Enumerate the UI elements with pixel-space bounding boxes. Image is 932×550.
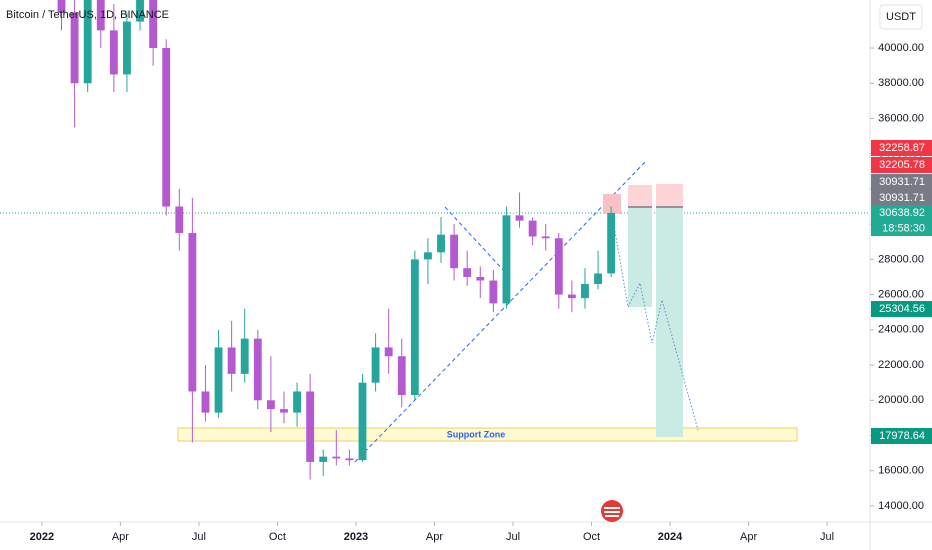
x-tick-label: 2024 xyxy=(658,531,683,543)
y-tick-label: 36000.00 xyxy=(878,112,924,124)
candle-body xyxy=(410,259,419,396)
x-tick-label: Oct xyxy=(583,531,600,543)
price-tag-label: 32258.87 xyxy=(879,142,925,154)
candle-body xyxy=(528,220,537,237)
candle-body xyxy=(136,0,144,22)
price-tag xyxy=(871,205,932,221)
chart-title: Bitcoin / TetherUS, 1D, BINANCE xyxy=(6,9,169,21)
x-tick-label: Jul xyxy=(506,531,520,543)
short-target xyxy=(656,207,683,437)
y-tick-label: 22000.00 xyxy=(878,359,924,371)
price-tag xyxy=(871,157,932,173)
price-tag xyxy=(871,140,932,156)
candle-body xyxy=(175,206,184,233)
candle-body xyxy=(96,0,105,31)
price-tag-label: 17978.64 xyxy=(879,430,925,442)
countdown-tag xyxy=(871,221,932,236)
price-tag xyxy=(871,301,932,317)
candle-body xyxy=(567,294,576,299)
candle-body xyxy=(240,338,249,374)
projection-path xyxy=(611,213,699,431)
candle-body xyxy=(541,236,550,239)
short-risk xyxy=(628,185,652,207)
candle-body xyxy=(345,458,354,461)
candle-body xyxy=(581,284,589,299)
short-risk xyxy=(656,184,683,207)
candle-body xyxy=(149,0,158,48)
y-tick-label: 28000.00 xyxy=(878,253,924,265)
y-tick-label: 14000.00 xyxy=(878,500,924,512)
candle-body xyxy=(424,252,432,260)
y-tick-label: 24000.00 xyxy=(878,324,924,336)
candle-body xyxy=(463,268,472,277)
x-tick-label: Apr xyxy=(740,531,757,543)
candle-body xyxy=(70,12,79,84)
logo-lines xyxy=(604,507,620,517)
price-tag-label: 30638.92 xyxy=(879,207,925,219)
y-tick-label: 38000.00 xyxy=(878,77,924,89)
drawings: Support Zone xyxy=(0,159,870,463)
candle-body xyxy=(293,391,301,413)
support-zone-label: Support Zone xyxy=(447,429,506,439)
y-tick-label: 40000.00 xyxy=(878,42,924,54)
candle-body xyxy=(450,234,459,269)
x-tick-label: 2023 xyxy=(344,531,368,543)
candle-body xyxy=(371,347,380,383)
candle-body xyxy=(476,276,485,281)
price-tag-label: 32205.78 xyxy=(879,159,925,171)
trend-line xyxy=(354,159,648,463)
candle-body xyxy=(266,400,275,410)
price-tag xyxy=(871,174,932,190)
price-tag-label: 30931.71 xyxy=(879,176,925,188)
candle-body xyxy=(515,215,524,221)
candle-body xyxy=(57,0,66,13)
countdown-label: 18:58:30 xyxy=(882,222,925,234)
candle-body xyxy=(162,47,171,207)
currency-box[interactable] xyxy=(879,4,923,30)
candle-body xyxy=(83,0,92,84)
short-target xyxy=(628,207,652,307)
y-tick-label: 20000.00 xyxy=(878,394,924,406)
short-risk xyxy=(603,194,621,214)
candle-body xyxy=(397,356,406,396)
y-tick-label: 16000.00 xyxy=(878,465,924,477)
candle-body xyxy=(214,347,223,413)
price-tag xyxy=(871,190,932,206)
candle-body xyxy=(227,347,236,374)
candle-body xyxy=(123,21,131,75)
x-tick-label: Jul xyxy=(192,531,206,543)
price-tag xyxy=(871,428,932,444)
candles xyxy=(57,0,616,480)
x-tick-label: Jul xyxy=(820,531,834,543)
candle-body xyxy=(502,215,511,304)
candle-body xyxy=(607,212,616,274)
currency[interactable]: USDT xyxy=(886,11,916,23)
x-tick-label: 2022 xyxy=(30,531,54,543)
y-tick-label: 26000.00 xyxy=(878,289,924,301)
price-tag-label: 25304.56 xyxy=(879,303,925,315)
candle-body xyxy=(554,238,563,295)
candle-body xyxy=(253,338,262,401)
candle-body xyxy=(319,456,328,462)
candle-body xyxy=(594,273,602,285)
x-tick-label: Apr xyxy=(426,531,443,543)
candle-body xyxy=(437,234,445,253)
candle-body xyxy=(332,456,341,459)
support-zone xyxy=(177,427,798,442)
x-tick-label: Apr xyxy=(112,531,129,543)
candle-body xyxy=(109,30,118,75)
candle-body xyxy=(384,347,393,357)
candle-body xyxy=(188,232,197,392)
candle-body xyxy=(489,280,498,304)
candle-body xyxy=(306,391,315,462)
candle-body xyxy=(201,391,210,413)
trend-line xyxy=(444,206,506,273)
candle-body xyxy=(280,409,288,413)
x-tick-label: Oct xyxy=(269,531,286,543)
price-tag-label: 30931.71 xyxy=(879,192,925,204)
candle-body xyxy=(358,382,367,461)
logo xyxy=(601,500,623,522)
